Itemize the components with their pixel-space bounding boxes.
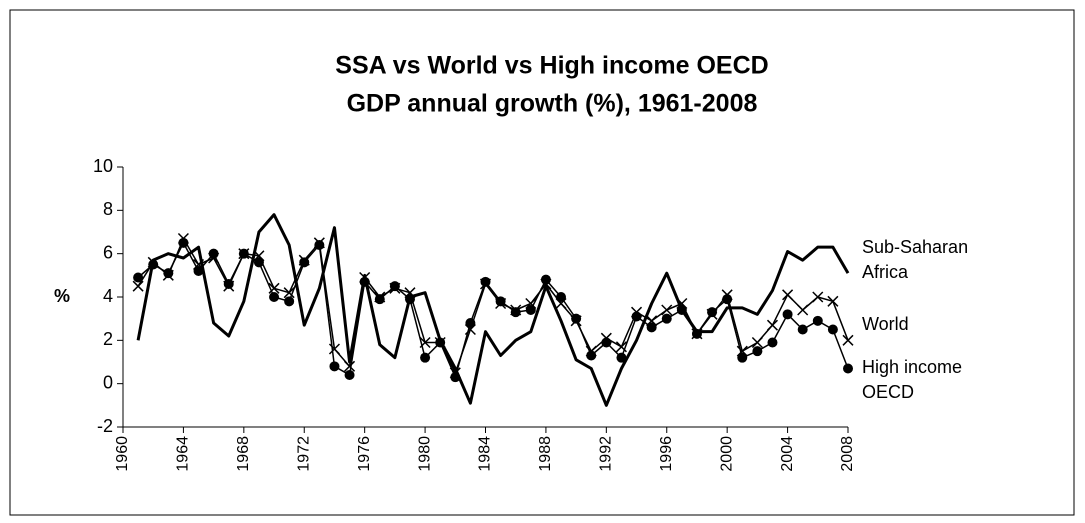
marker xyxy=(707,307,718,318)
y-tick-label: 6 xyxy=(103,242,113,262)
x-tick-label: 2008 xyxy=(839,436,856,472)
chart-title: SSA vs World vs High income OECD xyxy=(335,52,768,80)
marker xyxy=(782,289,794,301)
marker xyxy=(435,337,446,348)
marker xyxy=(556,292,567,302)
marker xyxy=(328,343,340,355)
marker xyxy=(344,360,356,372)
legend-label: Sub-Saharan Africa xyxy=(862,237,969,282)
marker xyxy=(284,296,295,307)
y-tick-label: 8 xyxy=(103,199,113,219)
marker xyxy=(676,305,687,315)
marker xyxy=(646,322,657,333)
x-tick-label: 1968 xyxy=(235,436,252,472)
y-tick-label: 2 xyxy=(103,329,113,349)
marker xyxy=(344,370,355,380)
marker xyxy=(495,296,506,307)
x-tick-label: 1988 xyxy=(537,436,554,472)
marker xyxy=(178,237,189,248)
marker xyxy=(389,281,400,292)
marker xyxy=(722,294,733,305)
marker xyxy=(404,294,415,305)
x-tick-label: 1976 xyxy=(356,436,373,472)
marker xyxy=(540,274,551,285)
x-tick-label: 2000 xyxy=(718,436,735,472)
marker xyxy=(510,307,521,318)
marker xyxy=(253,257,264,268)
marker xyxy=(299,257,310,268)
marker xyxy=(812,315,823,326)
y-tick-label: 4 xyxy=(103,286,113,306)
marker xyxy=(812,291,824,303)
marker xyxy=(163,268,174,279)
marker xyxy=(601,337,612,348)
marker xyxy=(420,352,431,363)
marker xyxy=(843,363,853,374)
x-tick-label: 1980 xyxy=(416,436,433,472)
y-tick-label: 0 xyxy=(103,372,113,392)
marker xyxy=(691,328,702,339)
marker xyxy=(268,282,280,294)
y-tick-label: 10 xyxy=(93,156,113,176)
marker xyxy=(359,276,370,287)
marker xyxy=(238,248,249,259)
marker xyxy=(616,352,627,363)
marker xyxy=(223,279,234,289)
x-tick-label: 2004 xyxy=(779,436,796,472)
chart-title: GDP annual growth (%), 1961-2008 xyxy=(347,90,758,118)
marker xyxy=(631,311,642,322)
marker xyxy=(132,280,144,292)
marker xyxy=(314,240,325,250)
marker xyxy=(661,313,672,324)
marker xyxy=(661,304,673,316)
y-tick-label: -2 xyxy=(97,416,113,436)
marker xyxy=(465,318,476,328)
y-axis-label: % xyxy=(54,286,70,306)
x-tick-label: 1992 xyxy=(598,436,615,472)
marker xyxy=(269,292,280,302)
marker xyxy=(767,337,778,348)
marker xyxy=(782,309,793,320)
marker xyxy=(450,372,461,383)
marker xyxy=(797,304,809,316)
marker xyxy=(480,276,491,287)
series-line xyxy=(137,237,849,374)
marker xyxy=(751,336,763,349)
marker xyxy=(827,295,839,307)
marker xyxy=(752,346,763,357)
x-tick-label: 1960 xyxy=(114,436,131,472)
x-tick-label: 1972 xyxy=(295,436,312,472)
marker xyxy=(766,319,779,331)
marker xyxy=(193,266,204,276)
marker xyxy=(283,287,295,299)
marker xyxy=(133,272,144,283)
x-tick-label: 1984 xyxy=(477,436,494,472)
marker xyxy=(797,324,808,335)
marker xyxy=(374,294,385,305)
marker xyxy=(525,305,536,315)
marker xyxy=(329,361,340,372)
marker xyxy=(571,313,582,324)
x-tick-label: 1996 xyxy=(658,436,675,472)
marker xyxy=(737,352,748,363)
marker xyxy=(827,324,838,335)
marker xyxy=(148,259,159,270)
chart-border xyxy=(9,9,1075,516)
x-tick-label: 1964 xyxy=(175,436,192,472)
marker xyxy=(208,248,219,259)
legend-label: High income OECD xyxy=(862,357,963,402)
marker xyxy=(842,334,854,346)
legend-label: World xyxy=(862,314,909,334)
marker xyxy=(586,350,597,361)
